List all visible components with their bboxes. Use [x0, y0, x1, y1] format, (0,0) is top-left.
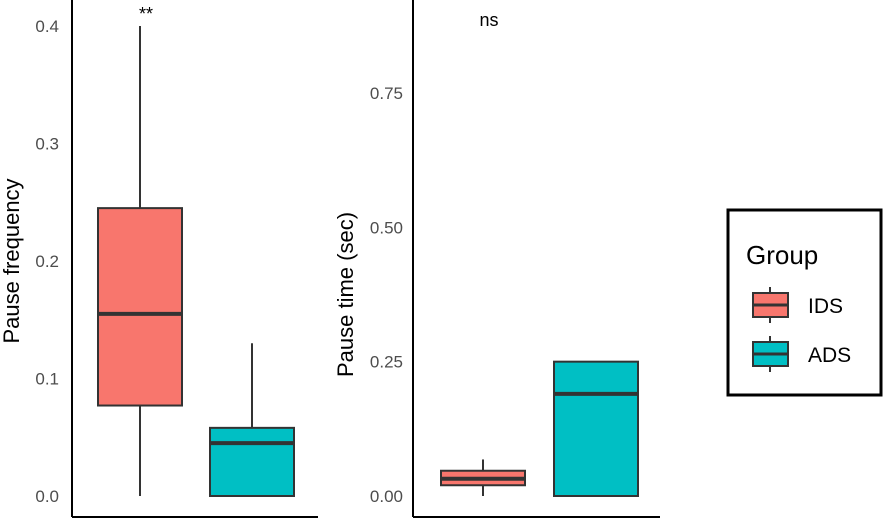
y-tick-label: 0.1: [35, 370, 59, 389]
y-tick-label: 0.50: [370, 218, 403, 237]
box-ids: [440, 459, 526, 496]
box-ads: [209, 343, 295, 498]
y-axis-title: Pause time (sec): [333, 212, 358, 377]
legend: Group IDS ADS: [726, 208, 883, 397]
legend-title: Group: [746, 240, 818, 270]
y-tick-label: 0.25: [370, 353, 403, 372]
legend-frame: [726, 208, 883, 397]
legend-item-ads: ADS: [752, 336, 851, 372]
legend-label-ids: IDS: [808, 295, 843, 318]
significance-label: **: [139, 4, 153, 24]
box-body-ads: [553, 360, 639, 497]
box-ads: [553, 360, 639, 497]
y-tick-label: 0.3: [35, 135, 59, 154]
y-axis-title: Pause frequency: [0, 178, 24, 343]
y-tick-label: 0.00: [370, 487, 403, 506]
y-tick-label: 0.0: [35, 487, 59, 506]
box-body-ids: [97, 207, 183, 407]
y-tick-label: 0.2: [35, 252, 59, 271]
panel-pause-time: 0.00 0.25 0.50 0.75 Pause time (sec) ns: [333, 0, 660, 518]
box-body-ads: [209, 426, 295, 498]
y-tick-label: 0.4: [35, 17, 59, 36]
significance-label: ns: [479, 10, 498, 30]
box-ids: [97, 26, 183, 496]
panel-pause-frequency: 0.0 0.1 0.2 0.3 0.4 Pause frequency **: [0, 0, 318, 518]
legend-label-ads: ADS: [808, 344, 851, 367]
y-tick-label: 0.75: [370, 84, 403, 103]
legend-item-ids: IDS: [752, 287, 843, 323]
